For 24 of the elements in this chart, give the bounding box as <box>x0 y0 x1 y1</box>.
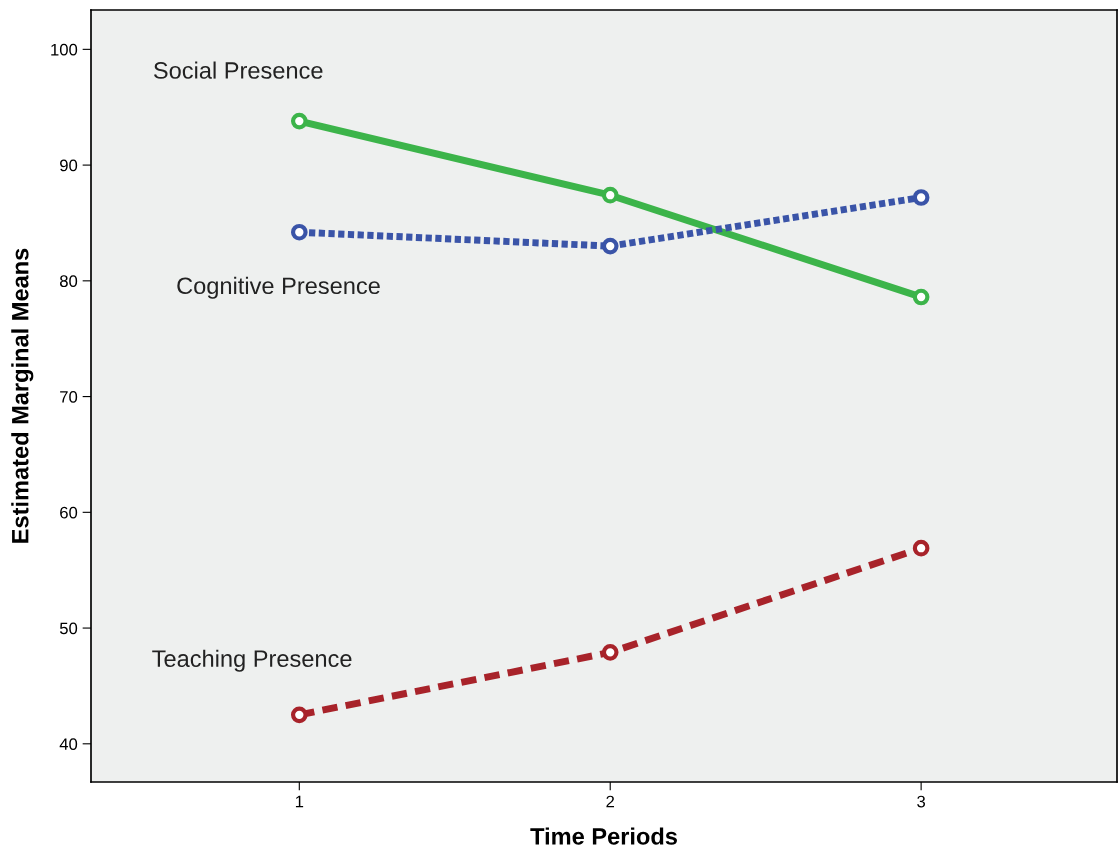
point <box>290 112 308 130</box>
x-tick-label: 2 <box>606 795 615 808</box>
y-tick-label: 90 <box>60 159 78 172</box>
x-tick-label: 3 <box>917 795 926 808</box>
y-tick-label: 40 <box>59 738 78 751</box>
point <box>601 237 619 255</box>
y-tick-label: 80 <box>59 275 78 288</box>
point <box>601 644 619 661</box>
x-axis-title: Time Periods <box>530 827 677 845</box>
y-tick-label: 50 <box>59 622 78 635</box>
point <box>912 539 930 557</box>
series-label: Social Presence <box>153 61 323 79</box>
y-axis-title: Estimated Marginal Means <box>11 248 34 543</box>
point <box>290 706 308 724</box>
point <box>290 223 308 241</box>
y-tick-label: 70 <box>60 390 78 403</box>
point <box>601 186 619 204</box>
point <box>912 189 930 206</box>
series-label: Cognitive Presence <box>177 276 380 299</box>
series-label: Teaching Presence <box>152 649 352 672</box>
point <box>912 288 930 306</box>
y-tick-label: 60 <box>60 506 78 519</box>
x-tick-label: 1 <box>295 795 304 808</box>
y-tick-label: 100 <box>51 43 78 56</box>
